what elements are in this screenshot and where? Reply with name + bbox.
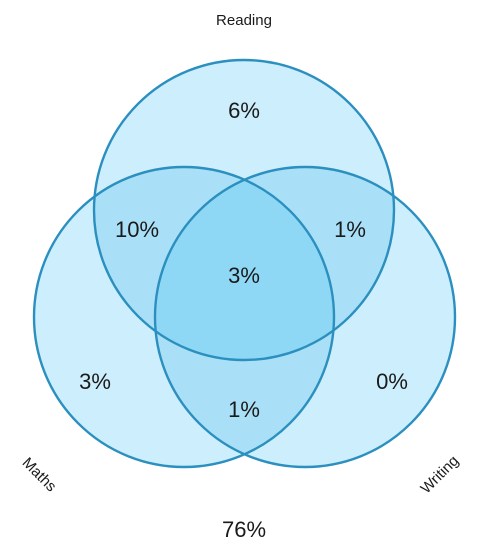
region-reading-writing: 1% (334, 217, 366, 242)
writing-label: Writing (417, 452, 462, 497)
maths-label: Maths (19, 454, 60, 495)
region-maths-only: 3% (79, 369, 111, 394)
maths-circle-outline (32, 165, 336, 469)
overlap-all-three (155, 167, 334, 360)
region-maths-writing: 1% (228, 397, 260, 422)
region-writing-only: 0% (376, 369, 408, 394)
region-all-three: 3% (228, 263, 260, 288)
writing-circle-outline (153, 165, 457, 469)
reading-circle-outline (92, 58, 396, 362)
reading-label: Reading (216, 12, 272, 29)
region-reading-only: 6% (228, 98, 260, 123)
region-none: 76% (222, 517, 266, 542)
region-reading-maths: 10% (115, 217, 159, 242)
